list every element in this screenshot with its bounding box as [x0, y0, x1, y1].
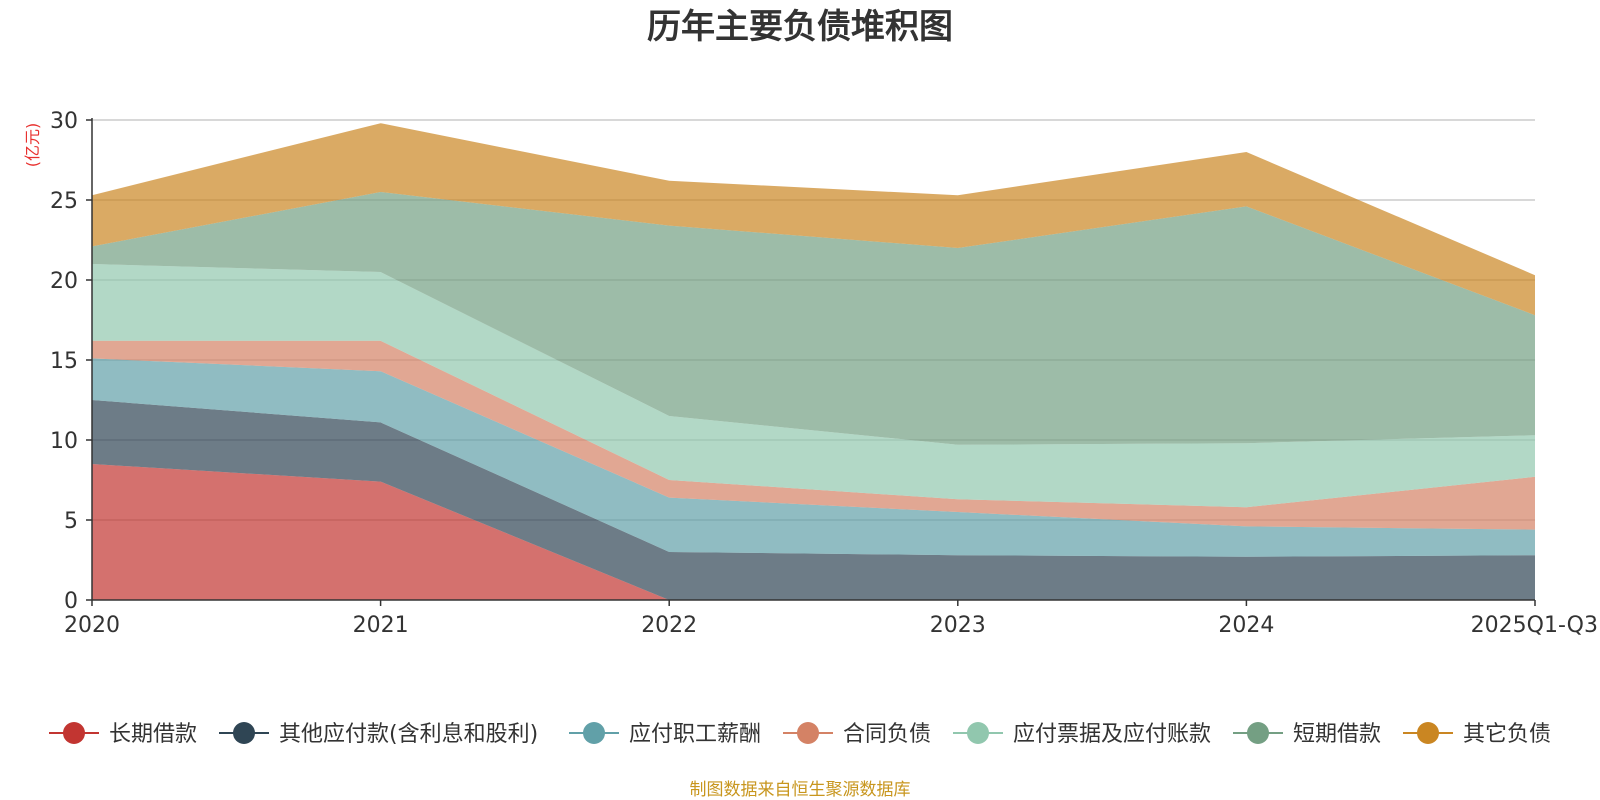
legend-item[interactable]: 长期借款	[49, 722, 197, 747]
y-tick-label: 15	[50, 349, 78, 374]
y-axis-unit-label: (亿元)	[23, 123, 42, 168]
legend-marker	[1247, 722, 1269, 744]
y-tick-label: 20	[50, 269, 78, 294]
legend-marker	[797, 722, 819, 744]
y-tick-label: 10	[50, 429, 78, 454]
legend-label: 应付职工薪酬	[629, 722, 761, 747]
legend-item[interactable]: 短期借款	[1233, 722, 1381, 747]
legend-item[interactable]: 应付票据及应付账款	[953, 722, 1211, 747]
chart-title: 历年主要负债堆积图	[647, 7, 953, 47]
legend-marker	[583, 722, 605, 744]
legend-marker	[63, 722, 85, 744]
legend-label: 长期借款	[109, 722, 197, 747]
x-tick-label: 2021	[353, 613, 409, 638]
area-series-0	[92, 464, 1535, 600]
legend-item[interactable]: 其他应付款(含利息和股利)	[219, 722, 538, 747]
legend-label: 其它负债	[1463, 722, 1551, 747]
y-tick-label: 30	[50, 109, 78, 134]
stacked-areas	[92, 123, 1535, 600]
area-series-3	[92, 340, 1535, 530]
x-tick-label: 2020	[64, 613, 120, 638]
area-series-1	[92, 400, 1535, 600]
legend-marker	[1417, 722, 1439, 744]
x-tick-label: 2025Q1-Q3	[1471, 613, 1598, 638]
y-tick-label: 25	[50, 189, 78, 214]
legend-label: 短期借款	[1293, 722, 1381, 747]
x-tick-label: 2022	[641, 613, 697, 638]
legend-label: 合同负债	[843, 722, 931, 747]
area-series-5	[92, 192, 1535, 445]
legend-marker	[967, 722, 989, 744]
y-tick-label: 5	[64, 509, 78, 534]
source-note: 制图数据来自恒生聚源数据库	[690, 780, 911, 800]
y-tick-label: 0	[64, 589, 78, 614]
x-axis-ticks: 2020 2021 2022 2023 2024 2025Q1-Q3	[64, 600, 1598, 638]
x-tick-label: 2024	[1218, 613, 1274, 638]
legend-marker	[233, 722, 255, 744]
y-axis-ticks: 0 5 10 15 20 25 30	[50, 109, 92, 614]
area-series-2	[92, 358, 1535, 557]
legend-item[interactable]: 其它负债	[1403, 722, 1551, 747]
legend-label: 其他应付款(含利息和股利)	[279, 722, 538, 747]
legend-item[interactable]: 合同负债	[783, 722, 931, 747]
area-series-4	[92, 264, 1535, 508]
legend-item[interactable]: 应付职工薪酬	[569, 722, 761, 747]
x-tick-label: 2023	[930, 613, 986, 638]
legend[interactable]: 长期借款 其他应付款(含利息和股利) 应付职工薪酬 合同负债 应付票据及应付账款 短期借款…	[49, 722, 1551, 747]
area-series-6	[92, 123, 1535, 316]
legend-label: 应付票据及应付账款	[1013, 722, 1211, 747]
